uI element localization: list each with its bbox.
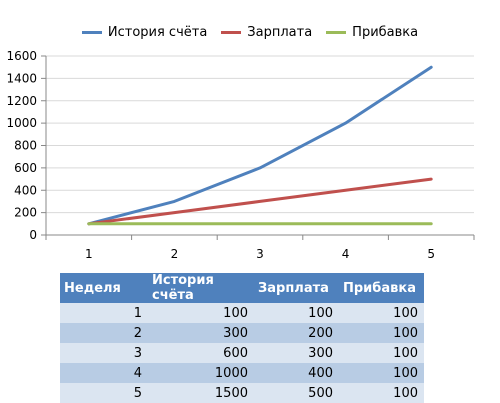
table-row: 2 300 200 100	[60, 323, 424, 343]
y-tick-label: 1200	[6, 94, 37, 108]
table-row: 1 100 100 100	[60, 303, 424, 323]
table-cell: 2	[60, 323, 148, 343]
y-tick-label: 0	[29, 228, 37, 242]
table-cell: 100	[339, 383, 424, 403]
table-cell: 100	[339, 363, 424, 383]
chart-legend: История счёта Зарплата Прибавка	[0, 20, 500, 44]
legend-label-raise: Прибавка	[352, 24, 419, 40]
header-salary: Зарплата	[254, 273, 339, 303]
legend-label-salary: Зарплата	[247, 24, 313, 40]
header-week: Неделя	[60, 273, 148, 303]
tick-labels: 0 200 400 600 800 1000 1200 1400 1600 1 2 3 4 5	[6, 49, 435, 261]
table-row: 5 1500 500 100	[60, 383, 424, 403]
line-chart: 0 200 400 600 800 1000 1200 1400 1600 1 2 3 4 5	[6, 49, 475, 261]
legend-item-account-history: История счёта	[81, 24, 208, 40]
x-tick-label: 1	[85, 247, 93, 261]
x-tick-label: 4	[342, 247, 350, 261]
table-cell: 600	[148, 343, 254, 363]
series-line-account-history	[87, 65, 433, 226]
table-cell: 300	[148, 323, 254, 343]
data-table: Неделя История счёта Зарплата Прибавка 1…	[60, 273, 424, 403]
y-tick-label: 600	[14, 161, 37, 175]
table-cell: 1000	[148, 363, 254, 383]
legend-swatch-raise	[326, 30, 347, 34]
table-cell: 4	[60, 363, 148, 383]
x-tick-label: 3	[256, 247, 264, 261]
legend-swatch-salary	[221, 30, 242, 34]
table-cell: 100	[339, 323, 424, 343]
y-tick-label: 200	[14, 206, 37, 220]
header-account-history: История счёта	[148, 273, 254, 303]
table-cell: 100	[339, 303, 424, 323]
legend-label-account-history: История счёта	[107, 24, 208, 40]
table-row: 4 1000 400 100	[60, 363, 424, 383]
y-tick-label: 400	[14, 183, 37, 197]
series-lines	[87, 65, 433, 226]
table-cell: 100	[254, 303, 339, 323]
table-cell: 300	[254, 343, 339, 363]
x-tick-label: 5	[427, 247, 435, 261]
y-tick-label: 1400	[6, 71, 37, 85]
y-tick-label: 1000	[6, 116, 37, 130]
y-tick-label: 1600	[6, 49, 37, 63]
header-raise: Прибавка	[339, 273, 424, 303]
table-cell: 1500	[148, 383, 254, 403]
x-tick-label: 2	[171, 247, 179, 261]
table-cell: 200	[254, 323, 339, 343]
legend-swatch-account-history	[81, 30, 102, 34]
table-cell: 400	[254, 363, 339, 383]
table-cell: 100	[339, 343, 424, 363]
series-line-salary	[87, 177, 433, 226]
table-cell: 5	[60, 383, 148, 403]
table-cell: 1	[60, 303, 148, 323]
y-tick-label: 800	[14, 139, 37, 153]
table-cell: 100	[148, 303, 254, 323]
table-header-row: Неделя История счёта Зарплата Прибавка	[60, 273, 424, 303]
table-row: 3 600 300 100	[60, 343, 424, 363]
table-cell: 500	[254, 383, 339, 403]
legend-item-raise: Прибавка	[326, 25, 418, 40]
axes	[41, 55, 475, 240]
table-cell: 3	[60, 343, 148, 363]
legend-item-salary: Зарплата	[221, 25, 312, 40]
